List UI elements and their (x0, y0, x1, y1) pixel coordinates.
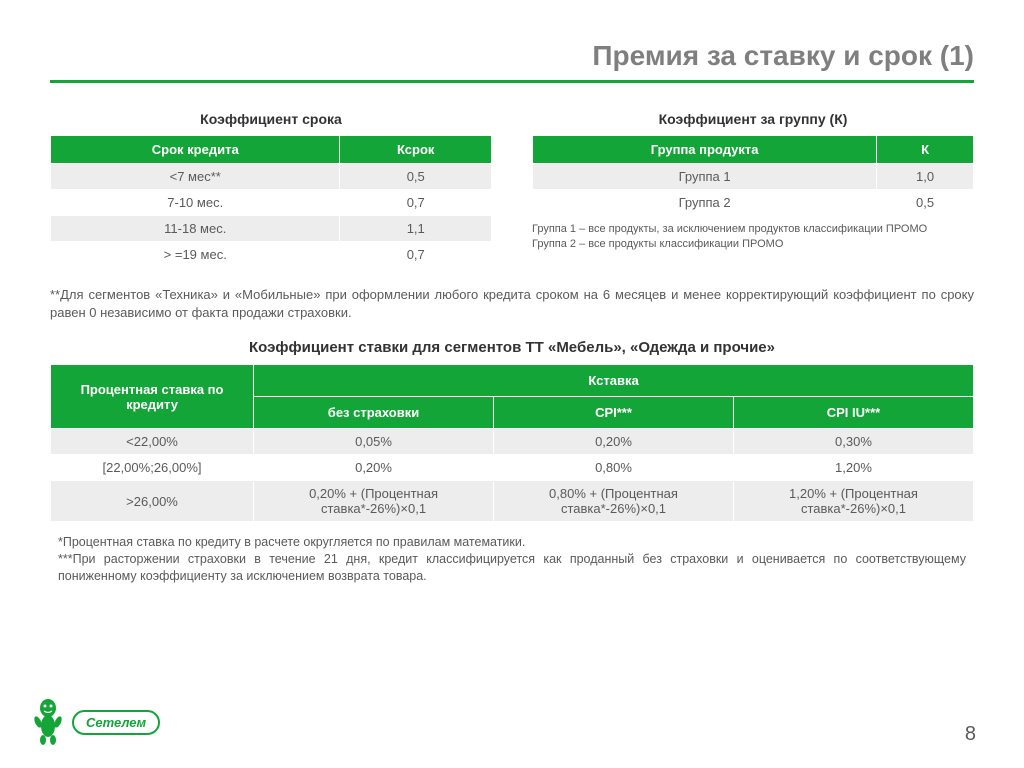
rate-cell: >26,00% (51, 481, 254, 522)
group-table-caption: Коэффициент за группу (К) (532, 111, 974, 127)
footnote-1: *Процентная ставка по кредиту в расчете … (58, 534, 966, 551)
rate-cell: [22,00%;26,00%] (51, 455, 254, 481)
rate-cell: 0,20% + (Процентная ставка*-26%)×0,1 (254, 481, 494, 522)
term-table: Срок кредита Ксрок <7 мес** 0,5 7-10 мес… (50, 135, 492, 268)
term-cell: 1,1 (340, 216, 492, 242)
rate-section-heading: Коэффициент ставки для сегментов ТТ «Меб… (50, 339, 974, 356)
group-header-1: К (877, 136, 974, 164)
term-table-block: Коэффициент срока Срок кредита Ксрок <7 … (50, 111, 492, 268)
table-row: <22,00% 0,05% 0,20% 0,30% (51, 429, 974, 455)
group-note-line1: Группа 1 – все продукты, за исключением … (532, 223, 927, 235)
logo-mascot-icon (30, 698, 66, 746)
footnote-2: ***При расторжении страховки в течение 2… (58, 551, 966, 585)
group-table: Группа продукта К Группа 1 1,0 Группа 2 … (532, 135, 974, 216)
term-cell: 11-18 мес. (51, 216, 340, 242)
table-row: [22,00%;26,00%] 0,20% 0,80% 1,20% (51, 455, 974, 481)
term-cell: <7 мес** (51, 164, 340, 190)
table-row: Группа 2 0,5 (533, 190, 974, 216)
logo-text: Сетелем (72, 710, 160, 735)
group-table-block: Коэффициент за группу (К) Группа продукт… (532, 111, 974, 268)
table-row: <7 мес** 0,5 (51, 164, 492, 190)
rate-row-header: Процентная ставка по кредиту (51, 365, 254, 429)
term-cell: > =19 мес. (51, 242, 340, 268)
footnotes: *Процентная ставка по кредиту в расчете … (50, 534, 974, 585)
rate-sub-0: без страховки (254, 397, 494, 429)
group-cell: Группа 1 (533, 164, 877, 190)
rate-cell: 0,30% (733, 429, 973, 455)
rate-cell: 0,80% (494, 455, 734, 481)
table-row: 7-10 мес. 0,7 (51, 190, 492, 216)
page-number: 8 (965, 723, 976, 746)
rate-cell: 0,20% (494, 429, 734, 455)
term-cell: 0,7 (340, 190, 492, 216)
rate-cell: 0,80% + (Процентная ставка*-26%)×0,1 (494, 481, 734, 522)
rate-sub-2: CPI IU*** (733, 397, 973, 429)
table-row: Группа 1 1,0 (533, 164, 974, 190)
title-underline (50, 80, 974, 83)
rate-table: Процентная ставка по кредиту Кставка без… (50, 364, 974, 522)
logo: Сетелем (30, 698, 160, 746)
page-title: Премия за ставку и срок (1) (50, 40, 974, 72)
rate-cell: 1,20% (733, 455, 973, 481)
rate-span-header: Кставка (254, 365, 974, 397)
table-row: 11-18 мес. 1,1 (51, 216, 492, 242)
mid-note: **Для сегментов «Техника» и «Мобильные» … (50, 286, 974, 321)
term-table-caption: Коэффициент срока (50, 111, 492, 127)
rate-cell: <22,00% (51, 429, 254, 455)
rate-cell: 1,20% + (Процентная ставка*-26%)×0,1 (733, 481, 973, 522)
term-cell: 0,5 (340, 164, 492, 190)
rate-sub-1: CPI*** (494, 397, 734, 429)
group-note: Группа 1 – все продукты, за исключением … (532, 222, 974, 252)
term-header-1: Ксрок (340, 136, 492, 164)
rate-cell: 0,20% (254, 455, 494, 481)
group-cell: Группа 2 (533, 190, 877, 216)
table-row: >26,00% 0,20% + (Процентная ставка*-26%)… (51, 481, 974, 522)
term-header-0: Срок кредита (51, 136, 340, 164)
table-row: > =19 мес. 0,7 (51, 242, 492, 268)
term-cell: 0,7 (340, 242, 492, 268)
rate-cell: 0,05% (254, 429, 494, 455)
group-cell: 0,5 (877, 190, 974, 216)
group-note-line2: Группа 2 – все продукты классификации ПР… (532, 238, 783, 250)
group-cell: 1,0 (877, 164, 974, 190)
term-cell: 7-10 мес. (51, 190, 340, 216)
top-tables-row: Коэффициент срока Срок кредита Ксрок <7 … (50, 111, 974, 268)
group-header-0: Группа продукта (533, 136, 877, 164)
